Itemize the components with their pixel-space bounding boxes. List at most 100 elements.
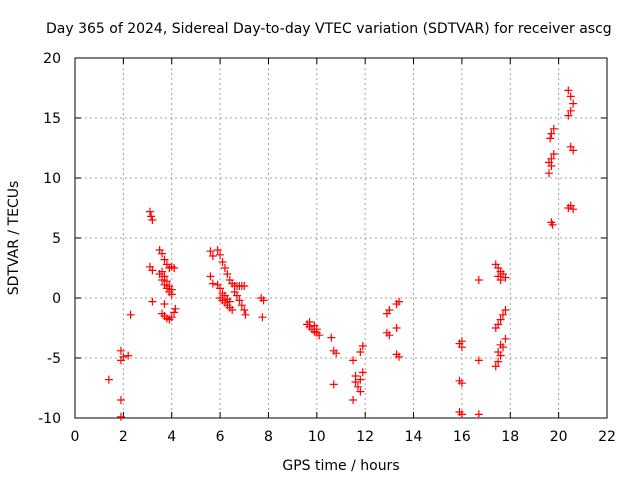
data-point — [549, 150, 558, 158]
data-point — [501, 334, 510, 343]
y-tick-label: 15 — [43, 111, 61, 127]
data-point — [305, 318, 314, 326]
data-point — [494, 357, 503, 366]
data-point — [569, 146, 578, 155]
data-point — [116, 396, 125, 404]
y-tick-label: 10 — [43, 171, 61, 187]
data-point — [167, 285, 176, 294]
data-point — [358, 342, 367, 350]
data-point — [223, 270, 232, 278]
data-point — [116, 346, 125, 355]
data-point — [457, 410, 466, 419]
data-point — [162, 277, 171, 286]
data-point — [547, 129, 556, 138]
data-point — [158, 267, 167, 276]
x-axis-label: GPS time / hours — [282, 458, 399, 474]
data-point — [240, 282, 249, 290]
data-point — [116, 412, 125, 421]
data-point — [499, 310, 508, 319]
data-point — [233, 291, 242, 300]
data-point — [148, 266, 157, 275]
data-point — [258, 313, 267, 322]
x-tick-label: 10 — [308, 429, 326, 445]
x-tick-label: 8 — [264, 429, 273, 445]
x-tick-label: 22 — [598, 429, 616, 445]
data-point — [332, 349, 341, 358]
x-tick-label: 20 — [550, 429, 568, 445]
data-point — [237, 301, 246, 310]
data-point — [171, 304, 180, 313]
grid-lines — [75, 58, 607, 418]
data-point — [216, 284, 225, 293]
data-point — [228, 306, 237, 314]
axis-ticks: 0 2 4 6 8 10 12 14 16 18 20 22 -10 -5 0 5 10 15 20 — [38, 51, 616, 445]
data-point — [491, 362, 500, 371]
chart-title: Day 365 of 2024, Sidereal Day-to-day VTE… — [46, 21, 612, 37]
data-point — [208, 279, 217, 288]
data-point — [241, 310, 250, 319]
data-point — [358, 368, 367, 377]
x-tick-label: 6 — [216, 429, 225, 445]
y-tick-label: 5 — [52, 231, 61, 247]
data-point — [564, 86, 573, 95]
data-point — [544, 169, 553, 178]
data-point — [474, 410, 483, 419]
data-point — [147, 212, 156, 221]
data-point — [206, 247, 215, 256]
data-point — [170, 308, 179, 317]
x-tick-label: 16 — [453, 429, 471, 445]
data-point — [213, 246, 222, 254]
data-point — [544, 158, 553, 167]
data-point — [501, 306, 510, 314]
data-point — [240, 306, 249, 314]
data-point — [474, 276, 483, 284]
data-point — [395, 352, 404, 361]
data-point — [160, 272, 169, 281]
x-tick-label: 14 — [405, 429, 423, 445]
data-point — [148, 297, 157, 306]
data-point — [549, 124, 558, 133]
data-point — [104, 375, 113, 384]
y-tick-label: -5 — [47, 351, 61, 367]
y-tick-label: 0 — [52, 291, 61, 307]
x-tick-label: 18 — [501, 429, 519, 445]
data-point — [160, 300, 169, 308]
data-point — [385, 331, 394, 340]
data-point — [315, 331, 324, 340]
data-point — [235, 296, 244, 305]
y-tick-label: -10 — [38, 411, 61, 427]
data-point — [356, 387, 365, 396]
data-point — [351, 378, 360, 386]
data-point — [457, 379, 466, 388]
data-point — [208, 252, 217, 260]
data-point — [569, 99, 578, 108]
data-point — [259, 296, 268, 305]
data-point — [356, 375, 365, 384]
data-point — [501, 273, 510, 282]
data-point — [206, 272, 215, 281]
data-point — [312, 325, 321, 334]
data-point — [474, 356, 483, 365]
data-point — [395, 297, 404, 306]
data-point — [220, 264, 229, 272]
data-point — [218, 258, 227, 266]
data-point — [349, 396, 358, 404]
data-point — [158, 249, 167, 258]
data-point — [148, 216, 157, 224]
data-point — [548, 220, 557, 229]
data-point — [496, 276, 505, 284]
data-point — [329, 380, 338, 389]
data-point — [225, 297, 234, 306]
x-tick-label: 2 — [119, 429, 128, 445]
data-point — [216, 250, 225, 259]
data-point — [119, 352, 128, 361]
data-point — [353, 382, 362, 391]
data-point — [457, 337, 466, 346]
x-tick-label: 0 — [71, 429, 80, 445]
data-point — [564, 111, 573, 120]
data-point — [494, 320, 503, 329]
data-point — [566, 92, 575, 101]
data-point — [170, 264, 179, 272]
data-point — [145, 207, 154, 216]
